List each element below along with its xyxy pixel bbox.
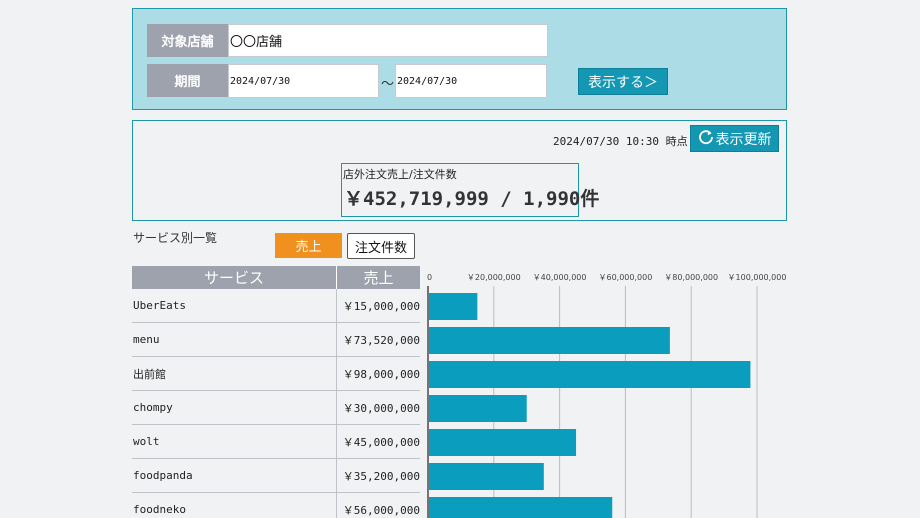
store-field[interactable]: 〇〇店舗 bbox=[228, 24, 548, 57]
section-title: サービス別一覧 bbox=[133, 231, 218, 245]
bar-6 bbox=[429, 463, 544, 490]
bar-5 bbox=[429, 429, 577, 456]
table-row: foodneko ￥56,000,000 bbox=[132, 493, 420, 518]
bar-4 bbox=[429, 395, 527, 422]
table-row: menu ￥73,520,000 bbox=[132, 323, 420, 357]
x-tick-label: ￥40,000,000 bbox=[533, 273, 587, 282]
total-value: ￥452,719,999 / 1,990件 bbox=[344, 188, 600, 210]
amount-cell: ￥98,000,000 bbox=[342, 367, 420, 381]
amount-cell: ￥56,000,000 bbox=[342, 503, 420, 517]
service-cell: wolt bbox=[132, 425, 337, 458]
summary-panel: 2024/07/30 10:30 時点 表示更新 店外注文売上/注文件数 ￥45… bbox=[132, 120, 787, 221]
filter-panel: 対象店舗 〇〇店舗 期間 2024/07/30 ～ 2024/07/30 表示す… bbox=[132, 8, 787, 110]
x-tick-label: ￥60,000,000 bbox=[598, 273, 652, 282]
sales-bar-chart: 0 ￥20,000,000 ￥40,000,000 ￥60,000,000 ￥80,00… bbox=[427, 273, 787, 518]
date-separator: ～ bbox=[381, 77, 395, 92]
show-button[interactable]: 表示する＞ bbox=[578, 68, 668, 95]
service-cell: UberEats bbox=[132, 289, 337, 322]
refresh-button[interactable]: 表示更新 bbox=[690, 125, 779, 152]
service-cell: 出前館 bbox=[132, 357, 337, 390]
service-table: サービス 売上 UberEats ￥15,000,000 menu ￥73,52… bbox=[132, 266, 420, 518]
refresh-icon bbox=[698, 129, 714, 149]
table-row: UberEats ￥15,000,000 bbox=[132, 289, 420, 323]
total-box: 店外注文売上/注文件数 ￥452,719,999 / 1,990件 bbox=[341, 163, 599, 217]
service-cell: foodneko bbox=[132, 493, 337, 518]
refresh-label: 表示更新 bbox=[715, 131, 772, 148]
store-label: 対象店舗 bbox=[147, 24, 228, 57]
amount-cell: ￥73,520,000 bbox=[342, 333, 420, 347]
x-tick-label: 0 bbox=[427, 273, 432, 282]
orders-toggle-button[interactable]: 注文件数 bbox=[347, 233, 415, 259]
table-row: 出前館 ￥98,000,000 bbox=[132, 357, 420, 391]
period-label: 期間 bbox=[147, 64, 228, 97]
date-from-field[interactable]: 2024/07/30 bbox=[228, 64, 379, 98]
table-row: foodpanda ￥35,200,000 bbox=[132, 459, 420, 493]
service-column-header: サービス bbox=[132, 266, 337, 289]
bar-1 bbox=[429, 293, 478, 320]
table-row: wolt ￥45,000,000 bbox=[132, 425, 420, 459]
timestamp: 2024/07/30 10:30 時点 bbox=[553, 135, 688, 148]
sales-toggle-button[interactable]: 売上 bbox=[275, 233, 342, 258]
amount-cell: ￥15,000,000 bbox=[342, 299, 420, 313]
x-tick-label: ￥20,000,000 bbox=[467, 273, 521, 282]
table-header: サービス 売上 bbox=[132, 266, 420, 289]
amount-cell: ￥35,200,000 bbox=[342, 469, 420, 483]
service-cell: foodpanda bbox=[132, 459, 337, 492]
service-cell: menu bbox=[132, 323, 337, 356]
bar-2 bbox=[429, 327, 670, 354]
amount-cell: ￥45,000,000 bbox=[342, 435, 420, 449]
amount-cell: ￥30,000,000 bbox=[342, 401, 420, 415]
table-row: chompy ￥30,000,000 bbox=[132, 391, 420, 425]
date-to-field[interactable]: 2024/07/30 bbox=[395, 64, 547, 98]
bar-3 bbox=[429, 361, 751, 388]
total-label: 店外注文売上/注文件数 bbox=[343, 168, 457, 181]
bar-7 bbox=[429, 497, 613, 518]
amount-column-header: 売上 bbox=[363, 269, 394, 287]
service-cell: chompy bbox=[132, 391, 337, 424]
x-tick-label: ￥100,000,000 bbox=[728, 273, 787, 282]
x-tick-label: ￥80,000,000 bbox=[664, 273, 718, 282]
